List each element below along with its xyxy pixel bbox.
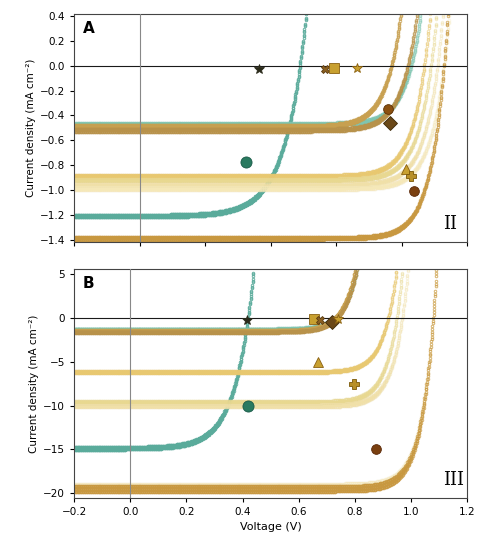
Text: II: II bbox=[444, 215, 457, 233]
Text: III: III bbox=[444, 471, 465, 488]
Text: A: A bbox=[83, 20, 95, 36]
X-axis label: Voltage (V): Voltage (V) bbox=[240, 522, 301, 532]
Text: B: B bbox=[83, 276, 94, 292]
Y-axis label: Current density (mA cm⁻²): Current density (mA cm⁻²) bbox=[26, 59, 35, 197]
Y-axis label: Current density (mA cm⁻²): Current density (mA cm⁻²) bbox=[29, 315, 39, 453]
